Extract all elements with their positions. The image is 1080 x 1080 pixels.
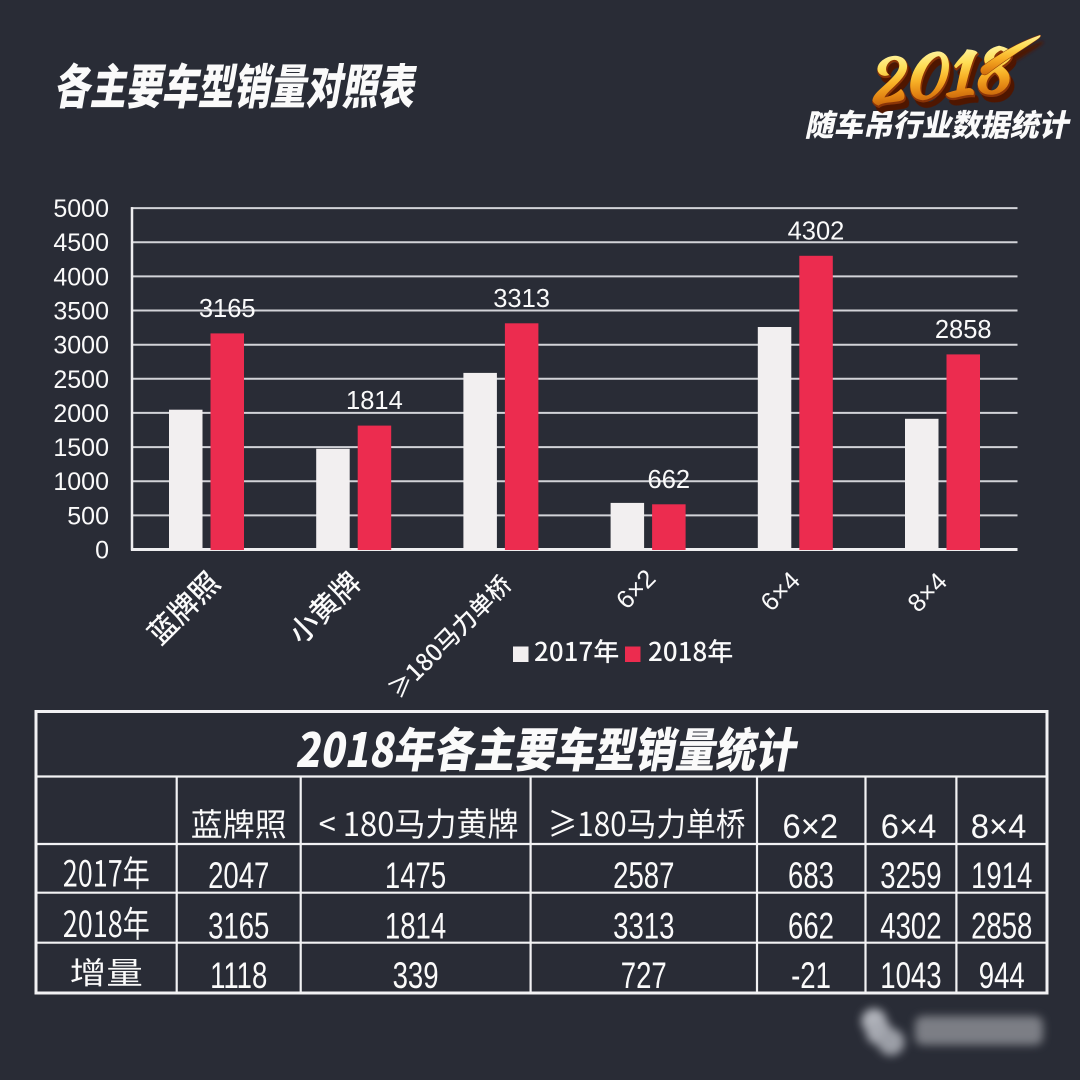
svg-text:6×2: 6×2 (783, 808, 839, 846)
svg-text:1043: 1043 (880, 954, 941, 996)
svg-text:1814: 1814 (346, 387, 403, 415)
svg-text:2500: 2500 (53, 366, 109, 394)
svg-text:5000: 5000 (53, 195, 109, 223)
svg-text:1914: 1914 (971, 854, 1032, 896)
svg-text:3259: 3259 (880, 854, 941, 896)
svg-text:944: 944 (979, 954, 1025, 996)
svg-text:4302: 4302 (788, 217, 845, 245)
svg-text:3165: 3165 (199, 295, 256, 323)
svg-text:1814: 1814 (385, 904, 446, 946)
svg-text:2858: 2858 (935, 316, 992, 344)
svg-text:2047: 2047 (208, 854, 269, 896)
svg-text:1118: 1118 (210, 954, 267, 996)
svg-text:8×4: 8×4 (971, 808, 1027, 846)
svg-text:2587: 2587 (613, 854, 674, 896)
svg-text:339: 339 (393, 954, 439, 996)
svg-text:6×4: 6×4 (881, 808, 937, 846)
svg-text:4000: 4000 (53, 263, 109, 291)
svg-text:1500: 1500 (53, 434, 109, 462)
svg-text:3313: 3313 (493, 285, 550, 313)
svg-text:3165: 3165 (208, 904, 269, 946)
svg-text:4302: 4302 (880, 904, 941, 946)
svg-text:-21: -21 (791, 954, 831, 996)
svg-text:3313: 3313 (613, 904, 674, 946)
svg-text:683: 683 (788, 854, 834, 896)
svg-text:1475: 1475 (385, 854, 446, 896)
svg-text:1000: 1000 (53, 468, 109, 496)
svg-text:3000: 3000 (53, 332, 109, 360)
svg-text:2000: 2000 (53, 400, 109, 428)
svg-text:662: 662 (648, 466, 691, 494)
svg-text:662: 662 (788, 904, 834, 946)
svg-text:3500: 3500 (53, 298, 109, 326)
svg-text:0: 0 (95, 537, 109, 565)
svg-text:727: 727 (621, 954, 667, 996)
svg-text:4500: 4500 (53, 229, 109, 257)
svg-text:2858: 2858 (971, 904, 1032, 946)
svg-text:500: 500 (67, 502, 109, 530)
